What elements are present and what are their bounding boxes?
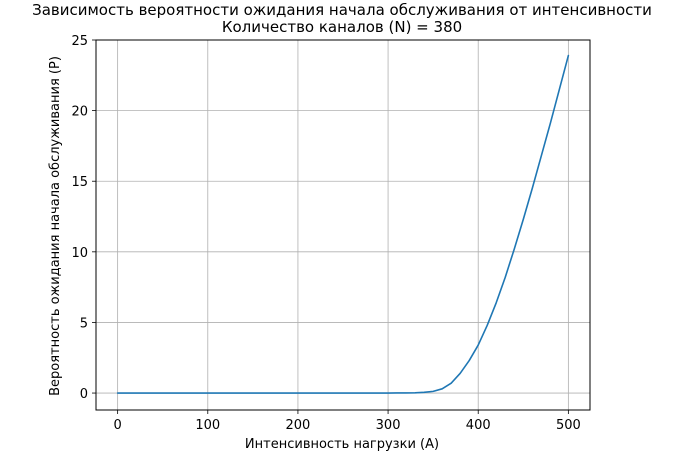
series-group: [116, 54, 570, 394]
y-tick-label: 20: [71, 105, 88, 120]
y-tick-label: 10: [71, 246, 88, 261]
x-tick-label: 200: [286, 418, 311, 433]
x-tick-label: 400: [466, 418, 491, 433]
x-tick-label: 0: [113, 418, 121, 433]
y-tick-label: 0: [80, 387, 88, 402]
y-tick-label: 5: [80, 316, 88, 331]
x-tick-label: 300: [376, 418, 401, 433]
x-tick-label: 100: [195, 418, 220, 433]
plot-area: [96, 40, 590, 410]
grid-lines: [96, 39, 590, 410]
series-line-0: [116, 54, 570, 394]
y-tick-label: 15: [71, 175, 88, 190]
chart-title: Зависимость вероятности ожидания начала …: [32, 1, 652, 19]
plot-frame: [95, 39, 591, 411]
y-tick-label: 25: [71, 34, 88, 49]
x-tick-label: 500: [556, 418, 581, 433]
x-axis-ticks: 0 100 200 300 400 500: [113, 410, 581, 433]
x-axis-label: Интенсивность нагрузки (A): [245, 437, 439, 452]
y-axis-ticks: 0 5 10 15 20 25: [71, 34, 96, 402]
y-axis-label: Вероятность ожидания начала обслуживания…: [48, 56, 63, 396]
chart-subtitle: Количество каналов (N) = 380: [222, 18, 462, 36]
